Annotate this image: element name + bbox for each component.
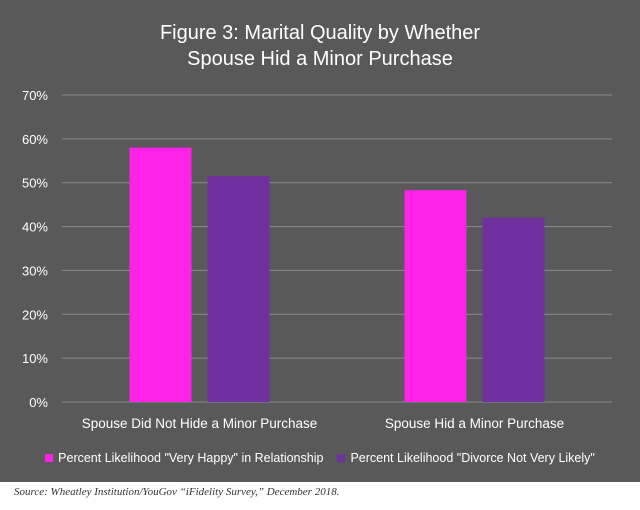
legend-label-divorce-not-likely: Percent Likelihood "Divorce Not Very Lik… [350, 451, 595, 465]
y-tick-label-50: 50% [22, 176, 48, 191]
bar-series2-category2 [482, 217, 545, 402]
legend: Percent Likelihood "Very Happy" in Relat… [0, 451, 640, 465]
y-tick-label-70: 70% [22, 88, 48, 103]
bar-series2-category1 [207, 176, 270, 402]
y-tick-label-40: 40% [22, 220, 48, 235]
plot-area: 0% 10% 20% 30% 40% 50% 60% 70% Spouse Did Not Hi… [22, 88, 612, 431]
y-tick-label-60: 60% [22, 132, 48, 147]
y-tick-label-10: 10% [22, 351, 48, 366]
source-note: Source: Wheatley Institution/YouGov “iFi… [14, 486, 340, 498]
bar-series1-category2 [404, 190, 467, 402]
chart-panel: Figure 3: Marital Quality by Whether Spo… [0, 0, 640, 482]
chart-title-line-2: Spouse Hid a Minor Purchase [187, 48, 453, 70]
y-tick-label-0: 0% [29, 395, 48, 410]
x-category-label-2: Spouse Hid a Minor Purchase [385, 416, 564, 431]
legend-item-very-happy: Percent Likelihood "Very Happy" in Relat… [45, 451, 323, 465]
legend-swatch-divorce-not-likely [337, 454, 346, 462]
bar-series1-category1 [129, 147, 192, 402]
x-category-label-1: Spouse Did Not Hide a Minor Purchase [82, 416, 318, 431]
y-tick-label-30: 30% [22, 263, 48, 278]
legend-item-divorce-not-likely: Percent Likelihood "Divorce Not Very Lik… [337, 451, 595, 465]
legend-swatch-very-happy [45, 454, 54, 462]
legend-label-very-happy: Percent Likelihood "Very Happy" in Relat… [58, 451, 324, 465]
y-tick-label-20: 20% [22, 307, 48, 322]
chart-title: Figure 3: Marital Quality by Whether Spo… [0, 20, 640, 72]
chart-title-line-1: Figure 3: Marital Quality by Whether [159, 22, 481, 44]
